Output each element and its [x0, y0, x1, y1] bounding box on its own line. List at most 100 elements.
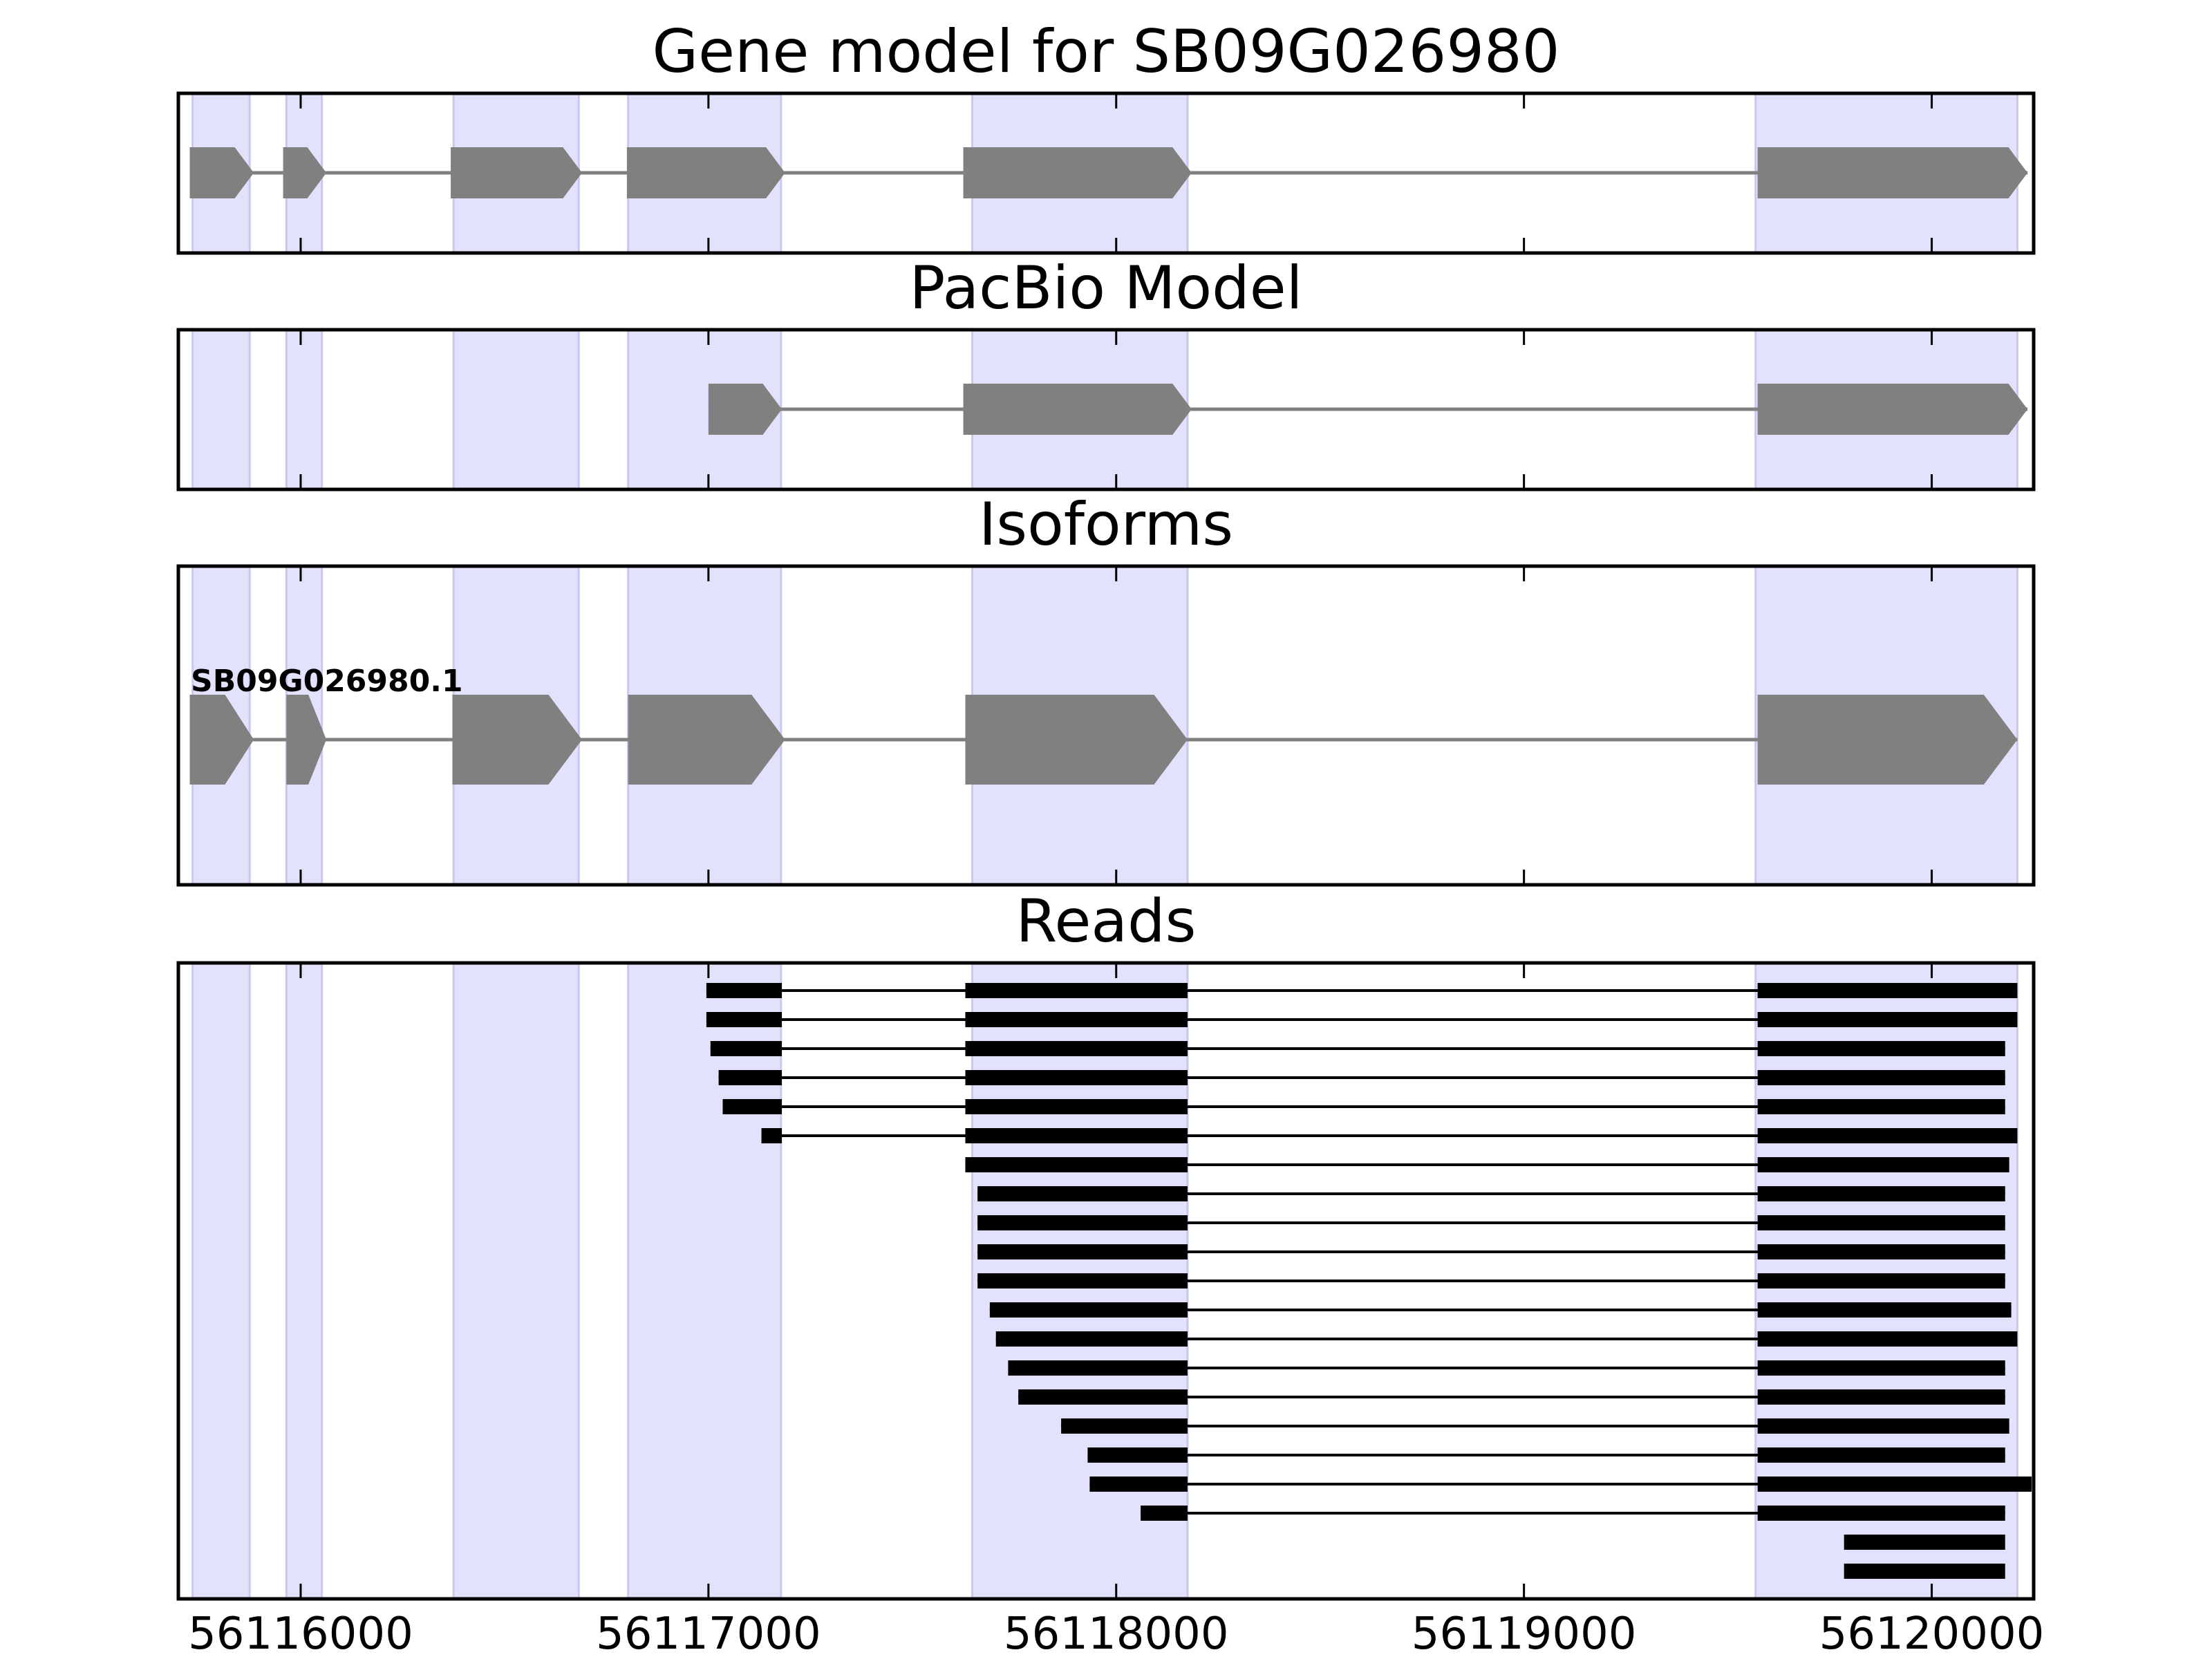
- model-pacbio-model: [708, 384, 2028, 435]
- exon-region-highlight: [627, 962, 782, 1600]
- read-exon: [1141, 1506, 1188, 1521]
- read-row: [706, 983, 2018, 998]
- read-row: [722, 1099, 2005, 1114]
- panel-title: Isoforms: [979, 490, 1233, 559]
- read-exon: [1089, 1477, 1188, 1492]
- read-exon: [1844, 1564, 2005, 1579]
- read-row: [965, 1157, 2009, 1172]
- read-exon: [1757, 1389, 2005, 1405]
- read-exon: [1757, 1099, 2005, 1114]
- read-exon: [965, 1099, 1188, 1114]
- model-gene-model: [189, 147, 2028, 198]
- read-exon: [1757, 1157, 2009, 1172]
- panel-reads: Reads: [176, 887, 2036, 1601]
- panel-isoforms: SB09G026980.1 Isoforms: [176, 490, 2036, 887]
- read-exon: [722, 1099, 782, 1114]
- exon-2: [963, 384, 1192, 435]
- read-row: [706, 1012, 2018, 1027]
- read-row: [977, 1244, 2005, 1259]
- read-exon: [977, 1244, 1188, 1259]
- read-exon: [1757, 1070, 2005, 1085]
- x-tick-label: 56118000: [1004, 1609, 1229, 1659]
- exon-1: [189, 695, 254, 785]
- read-exon: [1757, 983, 2018, 998]
- panel-title: Reads: [1016, 887, 1197, 956]
- x-tick-label: 56116000: [188, 1609, 413, 1659]
- read-exon: [995, 1331, 1188, 1347]
- read-exon: [1757, 1447, 2005, 1463]
- exon-3: [451, 147, 582, 198]
- x-tick-label: 56120000: [1819, 1609, 2045, 1659]
- read-exon: [1757, 1215, 2005, 1230]
- read-row: [1087, 1447, 2005, 1463]
- read-exon: [1757, 1128, 2018, 1143]
- read-exon: [1844, 1535, 2005, 1550]
- read-row: [977, 1273, 2005, 1288]
- read-exon: [965, 1157, 1188, 1172]
- read-row: [1844, 1564, 2005, 1579]
- read-row: [977, 1186, 2005, 1201]
- read-exon: [718, 1070, 782, 1085]
- read-exon: [1757, 1302, 2012, 1318]
- read-exon: [1757, 1244, 2005, 1259]
- read-exon: [1008, 1360, 1188, 1376]
- read-row: [1089, 1477, 2032, 1492]
- read-exon: [1757, 1012, 2018, 1027]
- read-exon: [965, 1070, 1188, 1085]
- read-row: [710, 1041, 2005, 1056]
- read-exon: [1757, 1041, 2005, 1056]
- exon-region-highlight: [285, 328, 324, 491]
- read-exon: [761, 1128, 782, 1143]
- read-exon: [965, 983, 1188, 998]
- read-row: [1008, 1360, 2005, 1376]
- read-exon: [1757, 1331, 2018, 1347]
- read-exon: [1757, 1186, 2005, 1201]
- read-row: [989, 1302, 2012, 1318]
- exon-region-highlight: [452, 962, 580, 1600]
- read-exon: [965, 1041, 1188, 1056]
- read-exon: [1757, 1506, 2005, 1521]
- x-tick-label: 56119000: [1412, 1609, 1637, 1659]
- read-exon: [706, 1012, 782, 1027]
- read-row: [1141, 1506, 2005, 1521]
- read-exon: [1757, 1418, 2009, 1434]
- exon-4: [628, 695, 785, 785]
- read-exon: [706, 983, 782, 998]
- model-isoforms: [189, 695, 2018, 785]
- exon-4: [626, 147, 785, 198]
- read-row: [1018, 1389, 2005, 1405]
- read-exon: [1018, 1389, 1188, 1405]
- read-row: [1844, 1535, 2005, 1550]
- panel-title: Gene model for SB09G026980: [653, 17, 1560, 86]
- exon-6: [1757, 147, 2028, 198]
- axes-frame: [176, 961, 2036, 1601]
- exon-region-highlight: [452, 328, 580, 491]
- exon-region-highlight: [285, 962, 324, 1600]
- read-row: [761, 1128, 2018, 1143]
- panel-gene-model: Gene model for SB09G026980: [176, 17, 2036, 255]
- read-exon: [1757, 1360, 2005, 1376]
- panel-title: PacBio Model: [909, 254, 1302, 323]
- axes-frame: [176, 328, 2036, 491]
- exon-2: [283, 147, 327, 198]
- read-exon: [1757, 1477, 2032, 1492]
- read-exon: [1061, 1418, 1188, 1434]
- exon-region-highlight: [191, 962, 251, 1600]
- read-row: [995, 1331, 2018, 1347]
- panel-pacbio-model: PacBio Model: [176, 254, 2036, 491]
- read-exon: [989, 1302, 1188, 1318]
- exon-3: [452, 695, 582, 785]
- read-exon: [977, 1186, 1188, 1201]
- exon-3: [1757, 384, 2028, 435]
- read-exon: [977, 1215, 1188, 1230]
- read-row: [977, 1215, 2005, 1230]
- read-exon: [710, 1041, 782, 1056]
- x-tick-label: 56117000: [596, 1609, 821, 1659]
- exon-1: [189, 147, 254, 198]
- exon-1: [708, 384, 782, 435]
- read-exon: [1087, 1447, 1188, 1463]
- read-row: [718, 1070, 2005, 1085]
- exon-6: [1757, 695, 2018, 785]
- read-exon: [965, 1128, 1188, 1143]
- axes-frame: [176, 564, 2036, 887]
